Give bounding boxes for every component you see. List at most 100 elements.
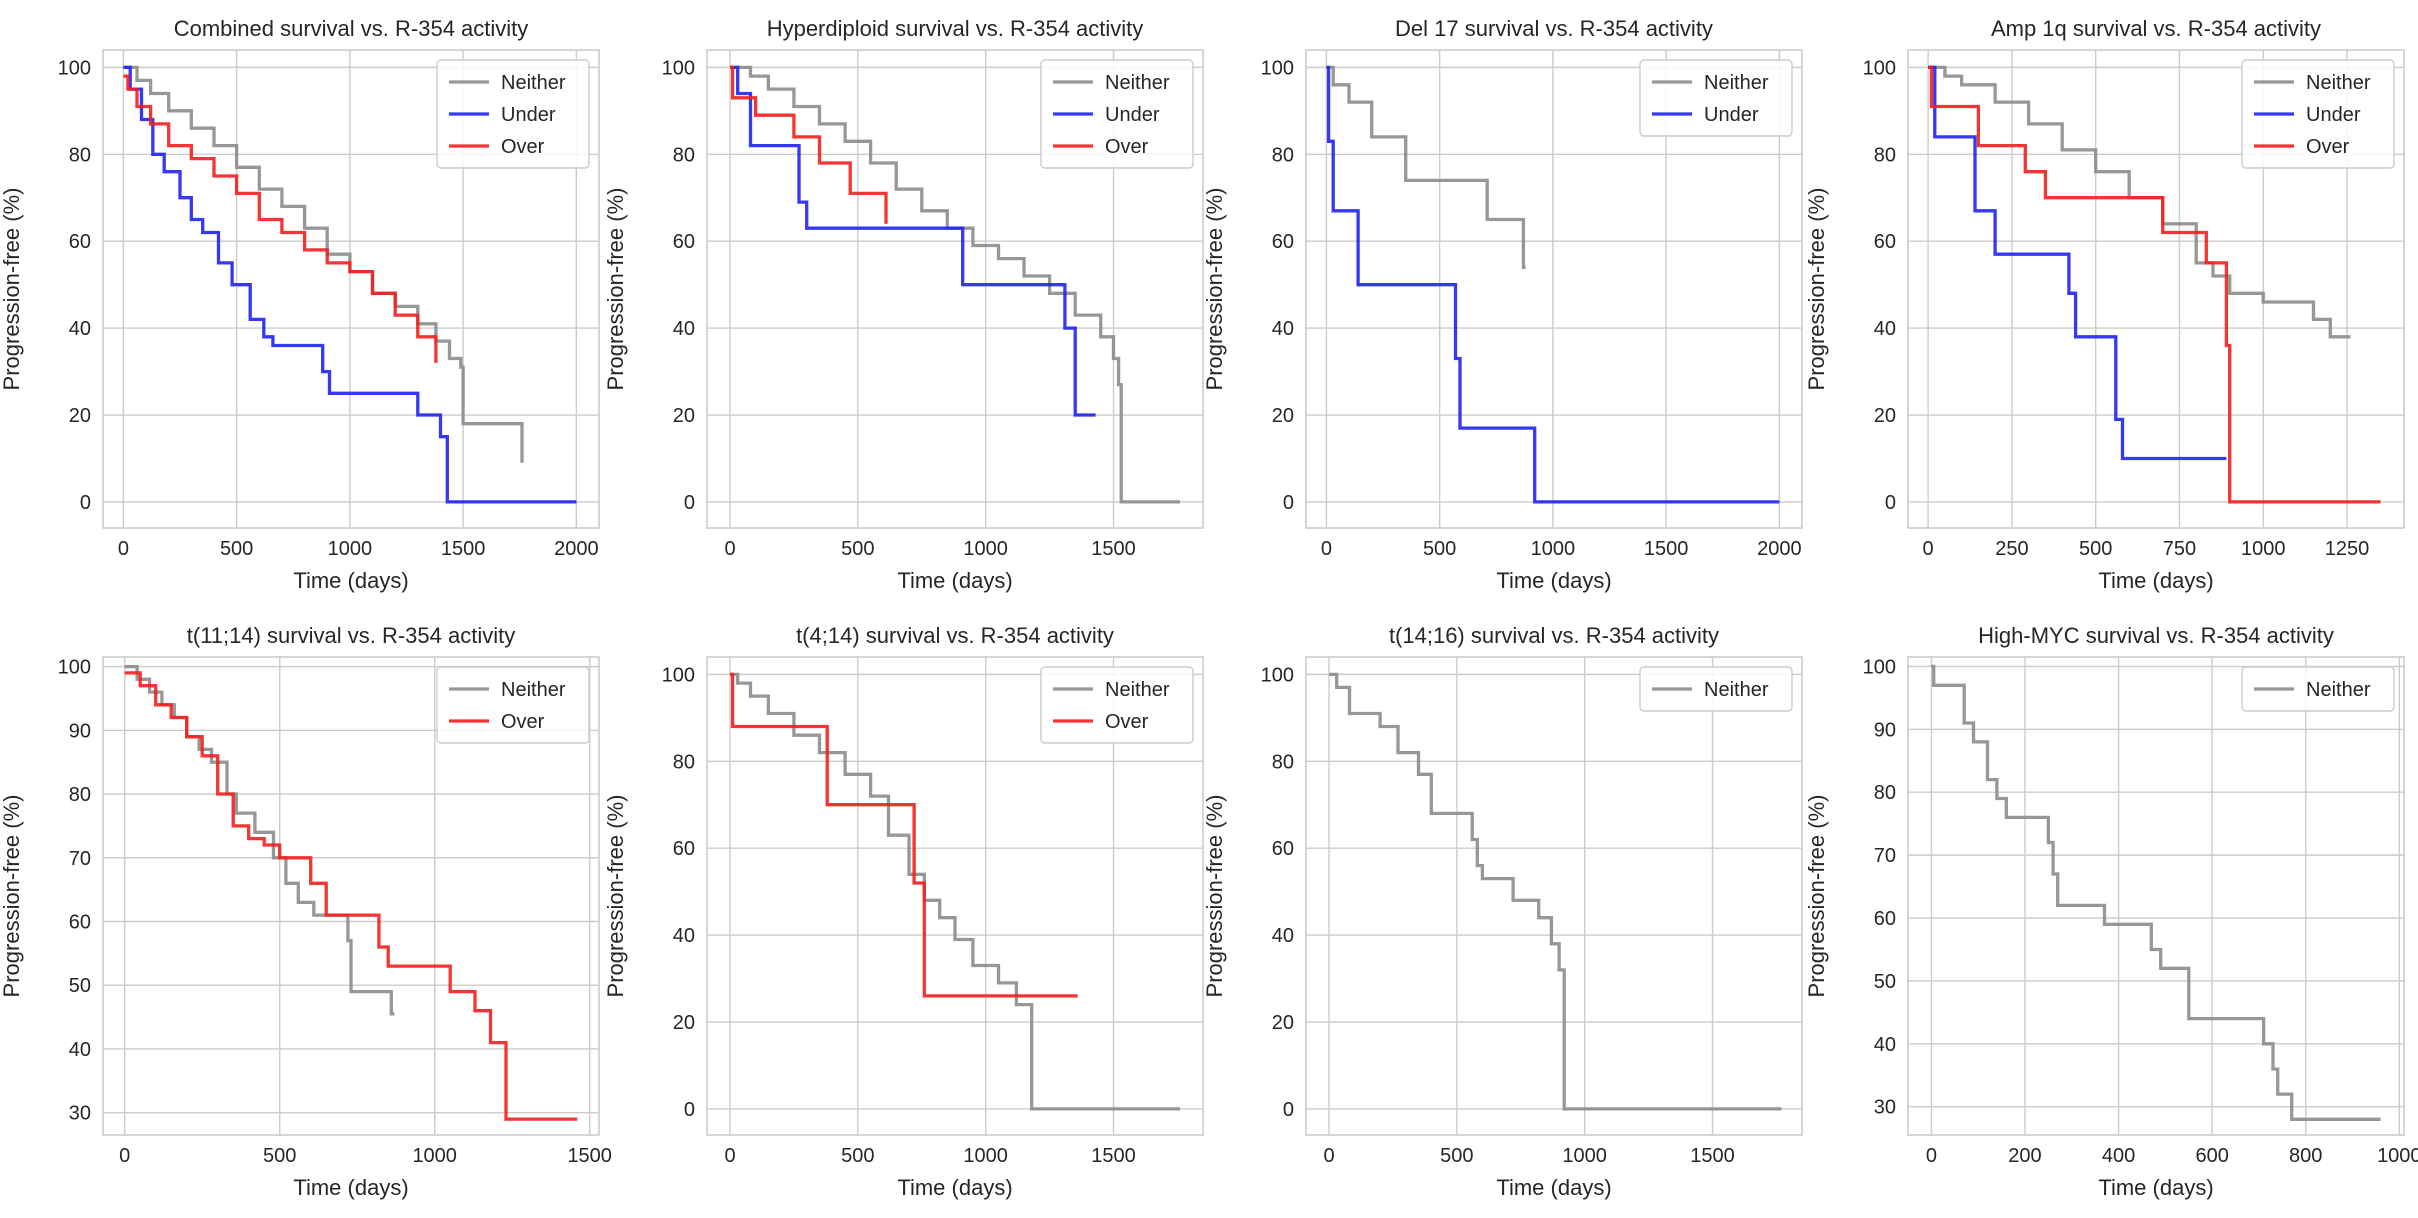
y-tick-label: 0 [1283,492,1294,514]
x-tick-label: 1000 [328,538,373,560]
chart-panel-6: 0 500 1000 1500 0 20 40 60 80 100 t(4;14) survival… [603,623,1204,1200]
x-tick-label: 1500 [441,538,486,560]
legend-label: Neither [1704,72,1769,94]
chart-panel-2: 0 500 1000 1500 0 20 40 60 80 100 Hyperdiploid sur… [603,16,1204,593]
series-group [1928,65,2381,504]
x-tick-label: 0 [119,1145,130,1167]
y-tick-label: 60 [1272,838,1294,860]
x-tick-label: 1250 [2325,538,2370,560]
y-tick-label: 60 [673,838,695,860]
x-axis-label: Time (days) [2098,1175,2213,1200]
y-tick-label: 30 [69,1103,91,1125]
legend-label: Neither [501,72,566,94]
x-tick-label: 600 [2195,1145,2228,1167]
x-tick-label: 400 [2102,1145,2135,1167]
series-group [730,672,1180,1111]
plot-frame [102,656,600,1136]
legend: Neither Under Over [2241,59,2395,169]
legend: Neither [1639,666,1793,712]
legend-label: Over [501,136,545,158]
x-tick-label: 1000 [963,1145,1008,1167]
y-tick-label: 20 [1272,405,1294,427]
y-tick-label: 40 [1272,925,1294,947]
chart-panel-3: 0 500 1000 1500 2000 0 20 40 60 80 100 Del 17 survi… [1202,16,1803,593]
y-tick-label: 0 [1283,1099,1294,1121]
series-line-neither [730,672,1180,1111]
y-tick-label: 60 [69,911,91,933]
y-axis-label: Progression-free (%) [1804,795,1829,998]
series-line-neither [123,65,524,463]
legend-label: Neither [1105,679,1170,701]
y-tick-label: 40 [1272,318,1294,340]
y-axis-label: Progression-free (%) [1202,795,1227,998]
y-tick-label: 100 [58,657,91,679]
x-tick-label: 500 [1440,1145,1473,1167]
legend-label: Under [1704,104,1759,126]
legend-label: Neither [2306,72,2371,94]
y-tick-label: 0 [684,492,695,514]
legend: Neither Over [1040,666,1194,744]
y-tick-label: 40 [69,318,91,340]
legend-label: Neither [1105,72,1170,94]
series-line-over [730,65,888,224]
chart-panel-7: 0 500 1000 1500 0 20 40 60 80 100 t(14;16) surviva… [1202,623,1803,1200]
y-axis-label: Progression-free (%) [603,795,628,998]
chart-title: Amp 1q survival vs. R-354 activity [1991,16,2321,41]
y-tick-label: 100 [662,664,695,686]
series-line-neither [1931,664,2381,1121]
legend: Neither Over [436,666,590,744]
legend-box [2241,59,2395,169]
series-line-under [123,65,577,504]
y-tick-label: 20 [673,405,695,427]
y-tick-label: 40 [1874,1034,1896,1056]
y-tick-label: 60 [1874,231,1896,253]
legend-box [1639,59,1793,137]
legend-label: Under [501,104,556,126]
legend-box [1040,59,1194,169]
y-tick-label: 0 [1885,492,1896,514]
series-group [1931,664,2381,1121]
gridlines [1908,657,2404,1135]
y-tick-label: 90 [1874,719,1896,741]
legend-box [2241,666,2395,712]
y-tick-label: 0 [80,492,91,514]
x-tick-label: 1000 [963,538,1008,560]
y-tick-label: 20 [673,1012,695,1034]
series-line-neither [124,664,395,1016]
y-tick-label: 100 [1261,664,1294,686]
series-group [124,664,578,1121]
legend-label: Neither [2306,679,2371,701]
y-tick-label: 40 [673,925,695,947]
x-tick-label: 200 [2008,1145,2041,1167]
chart-title: Hyperdiploid survival vs. R-354 activity [767,16,1144,41]
x-tick-label: 0 [1323,1145,1334,1167]
y-tick-label: 80 [69,784,91,806]
x-tick-label: 1500 [1091,538,1136,560]
x-tick-label: 250 [1995,538,2028,560]
legend-label: Over [1105,711,1149,733]
x-tick-label: 0 [118,538,129,560]
x-tick-label: 1500 [567,1145,612,1167]
x-tick-label: 1000 [412,1145,457,1167]
x-tick-label: 500 [841,1145,874,1167]
y-tick-label: 30 [1874,1097,1896,1119]
legend-label: Over [501,711,545,733]
chart-title: Combined survival vs. R-354 activity [174,16,529,41]
x-tick-label: 0 [1923,538,1934,560]
y-tick-label: 40 [69,1039,91,1061]
x-tick-label: 1000 [2377,1145,2418,1167]
y-tick-label: 20 [1874,405,1896,427]
x-axis-label: Time (days) [897,1175,1012,1200]
legend: Neither [2241,666,2395,712]
x-tick-label: 1000 [1531,538,1576,560]
series-line-over [123,74,438,363]
series-group [123,65,577,504]
legend-box [1639,666,1793,712]
legend-label: Neither [1704,679,1769,701]
y-tick-label: 70 [1874,845,1896,867]
series-line-neither [1326,65,1526,269]
legend-label: Over [1105,136,1149,158]
y-tick-label: 100 [58,57,91,79]
x-tick-label: 1500 [1690,1145,1735,1167]
chart-panel-8: 0 200 400 600 800 1000 30 40 50 60 70 80 90 100 High-M… [1804,623,2418,1200]
